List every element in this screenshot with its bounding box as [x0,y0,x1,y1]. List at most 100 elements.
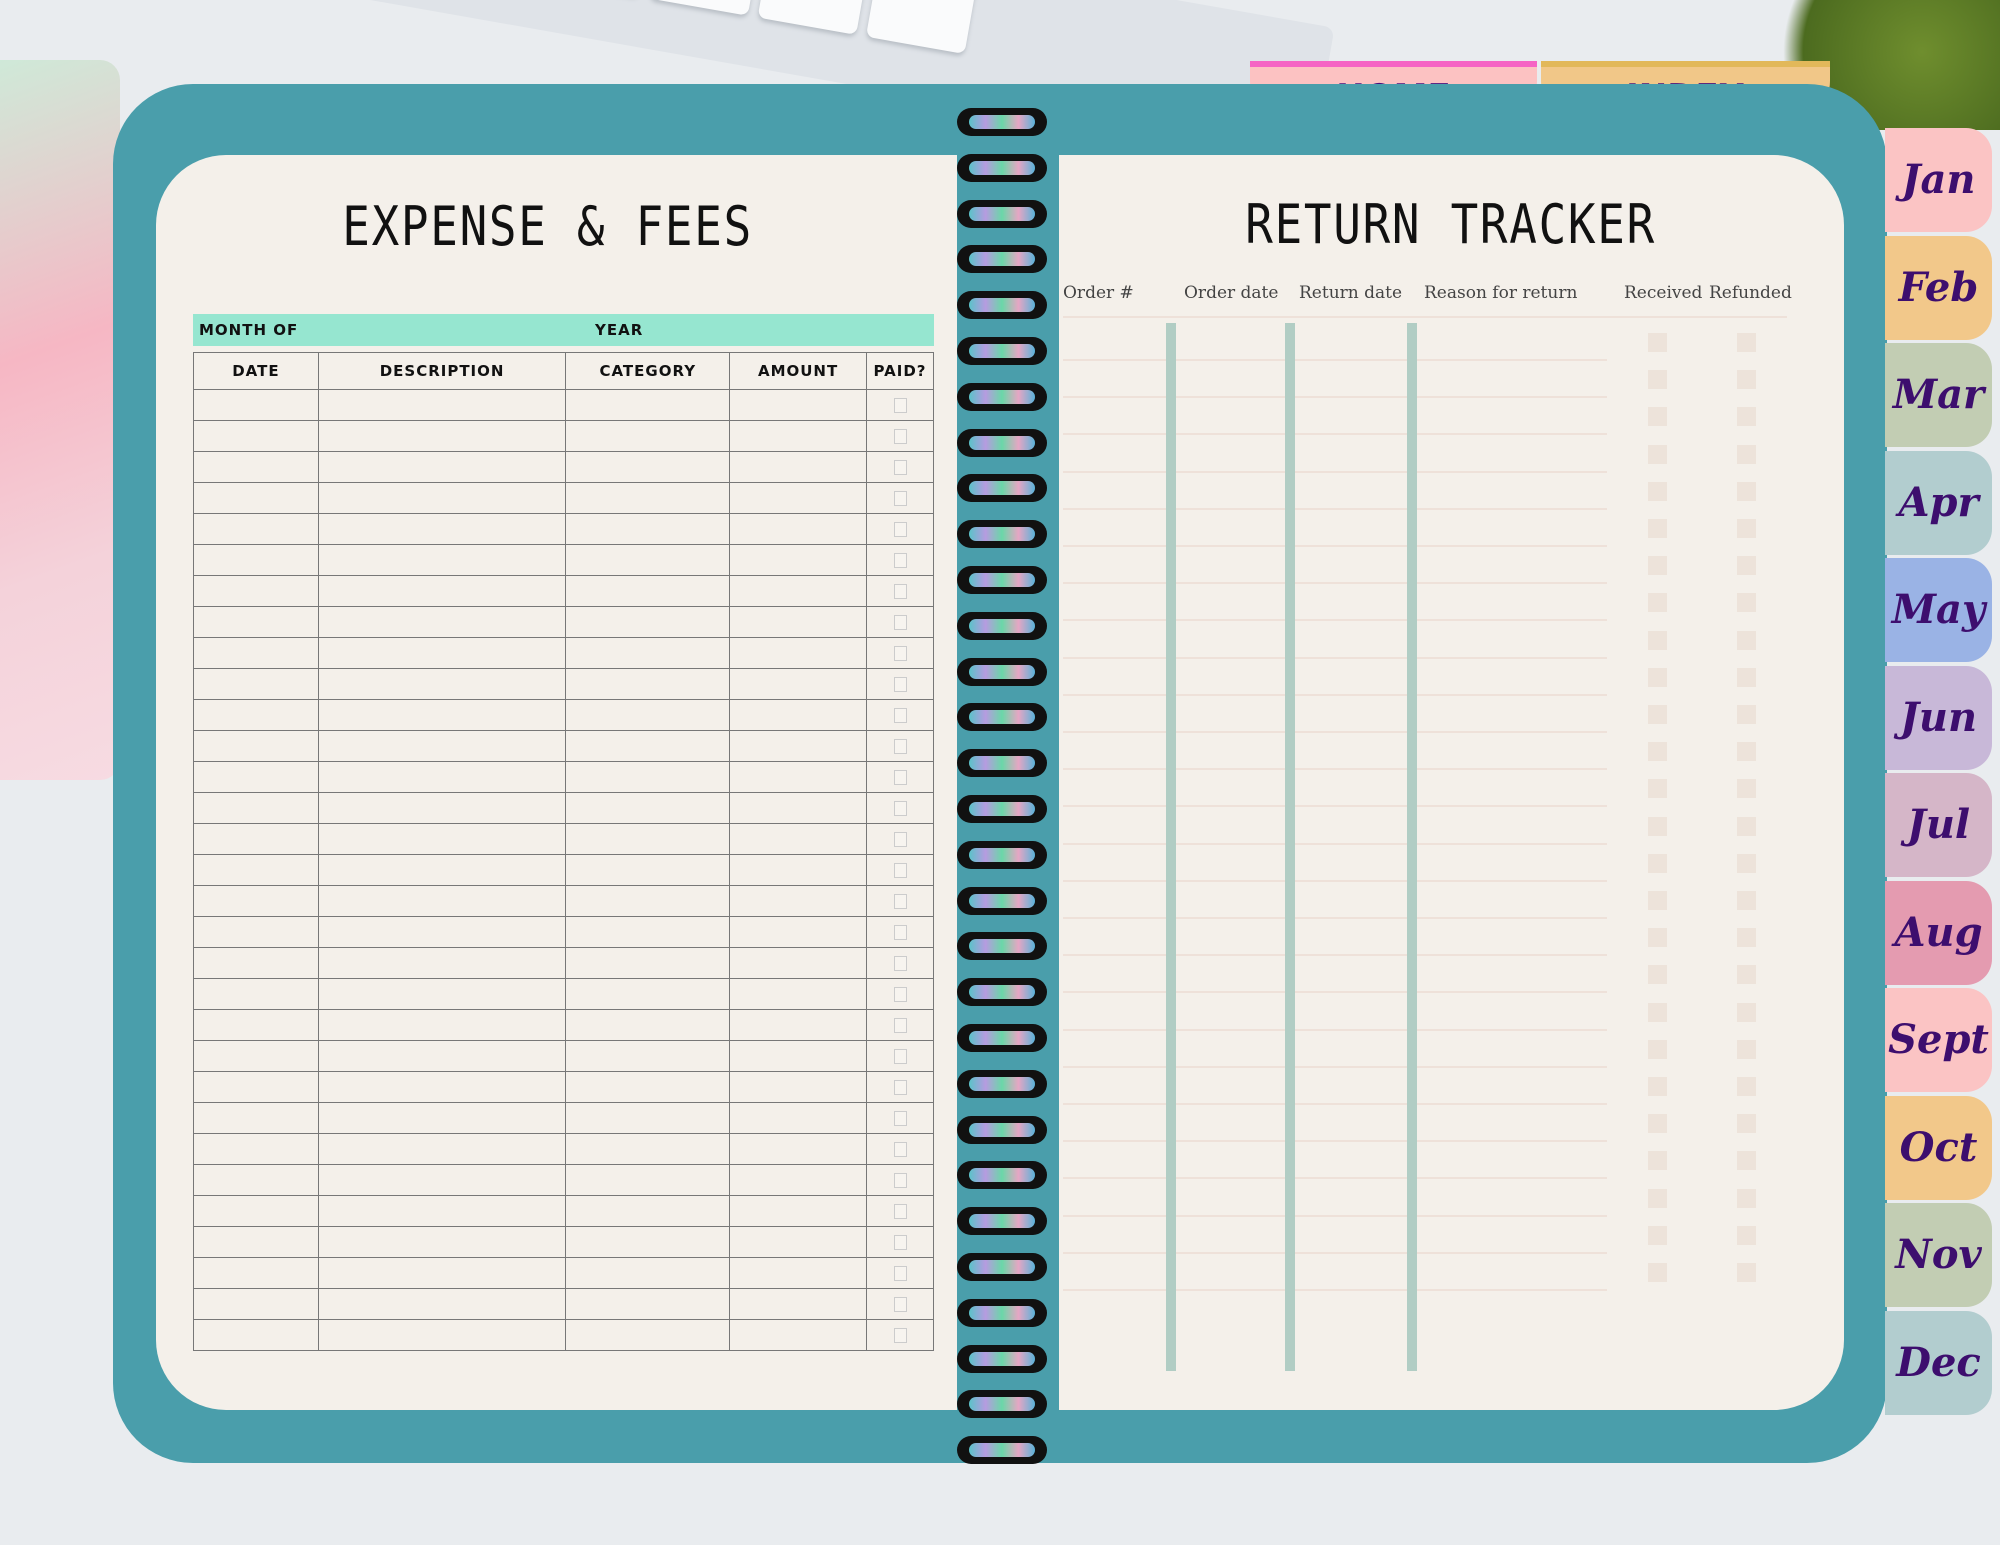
table-cell[interactable] [866,575,934,607]
tab-month-dec[interactable]: Dec [1885,1310,1992,1415]
table-cell[interactable] [193,1319,319,1351]
table-cell[interactable] [565,792,731,824]
table-cell[interactable] [317,1195,567,1227]
refunded-checkbox[interactable] [1737,1151,1756,1171]
table-cell[interactable] [193,1102,319,1134]
table-cell[interactable] [866,606,934,638]
refunded-checkbox[interactable] [1737,705,1756,724]
table-cell[interactable] [193,854,319,886]
table-cell[interactable] [866,792,934,824]
table-cell[interactable] [866,761,934,793]
table-cell[interactable] [866,1288,934,1320]
received-checkbox[interactable] [1648,444,1667,464]
refunded-checkbox[interactable] [1737,1039,1756,1059]
table-cell[interactable] [317,699,567,731]
table-cell[interactable] [866,916,934,948]
table-cell[interactable] [317,1040,567,1072]
table-cell[interactable] [317,389,567,421]
tab-month-oct[interactable]: Oct [1885,1095,1992,1200]
table-cell[interactable] [729,823,868,855]
table-cell[interactable] [565,482,731,514]
table-cell[interactable] [317,1133,567,1165]
table-cell[interactable] [729,544,868,576]
refunded-checkbox[interactable] [1737,853,1756,873]
table-cell[interactable] [565,947,731,979]
refunded-checkbox[interactable] [1737,1263,1756,1282]
received-checkbox[interactable] [1648,370,1667,390]
tab-month-jun[interactable]: Jun [1885,665,1992,770]
refunded-checkbox[interactable] [1737,333,1756,352]
received-checkbox[interactable] [1648,891,1667,910]
table-cell[interactable] [317,637,567,669]
table-cell[interactable] [866,823,934,855]
tab-month-nov[interactable]: Nov [1885,1203,1992,1307]
table-cell[interactable] [729,885,868,917]
table-cell[interactable] [729,854,868,886]
table-cell[interactable] [729,1288,868,1320]
tab-month-may[interactable]: May [1885,558,1992,662]
table-cell[interactable] [565,1288,731,1320]
refunded-checkbox[interactable] [1737,928,1756,948]
table-cell[interactable] [317,823,567,855]
refunded-checkbox[interactable] [1737,481,1756,501]
received-checkbox[interactable] [1648,928,1667,948]
tab-month-mar[interactable]: Mar [1885,343,1992,447]
table-cell[interactable] [317,1288,567,1320]
table-cell[interactable] [866,854,934,886]
table-cell[interactable] [729,482,868,514]
refunded-checkbox[interactable] [1737,1114,1756,1134]
refunded-checkbox[interactable] [1737,779,1756,799]
tab-month-jul[interactable]: Jul [1885,773,1992,877]
received-checkbox[interactable] [1648,481,1667,501]
tab-month-jan[interactable]: Jan [1885,128,1992,232]
received-checkbox[interactable] [1648,1114,1667,1134]
table-cell[interactable] [866,1040,934,1072]
received-checkbox[interactable] [1648,1151,1667,1171]
table-cell[interactable] [193,389,319,421]
table-cell[interactable] [193,482,319,514]
refunded-checkbox[interactable] [1737,407,1756,427]
table-cell[interactable] [729,637,868,669]
paid-checkbox[interactable] [893,552,907,568]
refunded-checkbox[interactable] [1737,630,1756,650]
table-cell[interactable] [565,730,731,762]
table-cell[interactable] [317,668,567,700]
table-cell[interactable] [866,389,934,421]
refunded-checkbox[interactable] [1737,444,1756,464]
table-cell[interactable] [729,606,868,638]
paid-checkbox[interactable] [893,1017,907,1033]
table-cell[interactable] [193,1040,319,1072]
paid-checkbox[interactable] [893,428,907,444]
table-cell[interactable] [317,978,567,1010]
paid-checkbox[interactable] [893,1110,907,1126]
table-cell[interactable] [317,482,567,514]
received-checkbox[interactable] [1648,556,1667,576]
table-cell[interactable] [193,513,319,545]
paid-checkbox[interactable] [893,769,907,785]
table-cell[interactable] [565,1040,731,1072]
table-cell[interactable] [729,1009,868,1041]
table-cell[interactable] [565,420,731,452]
refunded-checkbox[interactable] [1737,965,1756,985]
table-cell[interactable] [729,1071,868,1103]
received-checkbox[interactable] [1648,705,1667,724]
refunded-checkbox[interactable] [1737,593,1756,613]
table-cell[interactable] [317,885,567,917]
received-checkbox[interactable] [1648,779,1667,799]
table-cell[interactable] [193,575,319,607]
table-cell[interactable] [317,606,567,638]
paid-checkbox[interactable] [893,862,907,878]
table-cell[interactable] [565,513,731,545]
table-cell[interactable] [565,885,731,917]
table-cell[interactable] [729,1102,868,1134]
refunded-checkbox[interactable] [1737,667,1756,687]
table-cell[interactable] [317,1009,567,1041]
table-cell[interactable] [193,1195,319,1227]
paid-checkbox[interactable] [893,1172,907,1188]
paid-checkbox[interactable] [893,1265,907,1281]
paid-checkbox[interactable] [893,738,907,754]
received-checkbox[interactable] [1648,1077,1667,1096]
table-cell[interactable] [866,978,934,1010]
table-cell[interactable] [565,699,731,731]
paid-checkbox[interactable] [893,800,907,816]
